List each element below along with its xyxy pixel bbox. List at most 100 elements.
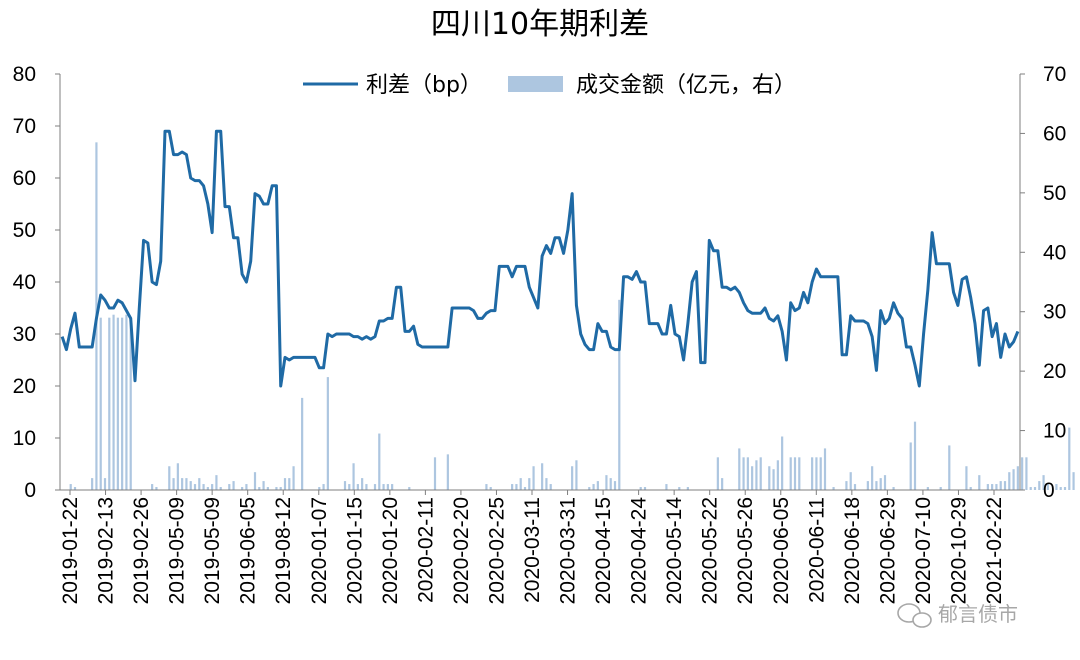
volume-bar [1038, 481, 1041, 490]
volume-bar [793, 457, 797, 490]
volume-bar [215, 475, 218, 490]
volume-bar [978, 475, 981, 490]
volume-bar [322, 484, 325, 490]
volume-bar [515, 484, 518, 490]
legend: 利差（bp） 成交金额（亿元，右） [303, 73, 796, 98]
volume-bar [206, 487, 209, 490]
volume-bar [618, 299, 621, 490]
volume-bar [378, 433, 381, 490]
volume-bar [266, 487, 269, 490]
volume-bar [686, 487, 689, 490]
x-tick-label: 2019-05-09 [201, 497, 224, 604]
y-right-tick-label: 0 [1043, 479, 1055, 502]
x-tick-label: 2020-02-25 [486, 497, 509, 604]
volume-bar [241, 487, 244, 490]
y-right-tick-label: 10 [1043, 420, 1066, 443]
x-tick-label: 2020-07-10 [912, 497, 935, 604]
volume-bar [776, 460, 779, 490]
volume-bar [892, 487, 895, 490]
volume-bar [1059, 487, 1062, 490]
x-tick-label: 2019-02-26 [130, 497, 153, 604]
volume-bar [575, 460, 578, 490]
x-tick-label: 2019-08-12 [272, 497, 295, 604]
volume-bar [609, 478, 612, 490]
x-tick-label: 2020-01-20 [379, 497, 402, 604]
volume-bar [588, 487, 591, 490]
x-tick-label: 2020-06-29 [876, 497, 899, 604]
spread-line [60, 129, 1020, 388]
volume-bar [318, 487, 321, 490]
volume-bar [245, 484, 248, 490]
volume-bar [1042, 475, 1045, 490]
volume-bar [228, 484, 231, 490]
volume-bar [489, 487, 492, 490]
y-right-tick-label: 20 [1043, 360, 1066, 383]
volume-bar [172, 478, 175, 490]
volume-bar [999, 481, 1002, 490]
volume-bar [742, 457, 745, 490]
y-right-tick-label: 70 [1043, 63, 1066, 86]
volume-bar [279, 487, 282, 490]
volume-bar [571, 466, 574, 490]
legend-line-label: 利差（bp） [366, 73, 482, 98]
volume-bar [189, 481, 192, 490]
x-tick-label: 2020-05-26 [734, 497, 757, 604]
y-left-tick-label: 20 [13, 375, 36, 398]
volume-bar [832, 487, 835, 490]
volume-bar [1025, 457, 1028, 490]
x-tick-label: 2020-04-24 [628, 497, 651, 605]
volume-bar [275, 487, 278, 490]
volume-bar [129, 317, 132, 490]
volume-bar [91, 478, 94, 490]
volume-bar [301, 397, 304, 490]
volume-bar [541, 463, 544, 490]
y-left-tick-label: 40 [13, 271, 36, 294]
volume-bar [125, 314, 128, 490]
legend-bar-swatch [508, 76, 563, 92]
volume-bar [751, 466, 754, 490]
volume-bar [343, 481, 347, 490]
volume-bar [253, 472, 257, 490]
volume-bar [99, 317, 102, 490]
x-tick-label: 2019-05-09 [166, 497, 189, 604]
volume-bar [511, 484, 514, 490]
volume-bar [995, 484, 998, 490]
volume-bar [768, 466, 771, 490]
spread-points [62, 131, 1018, 387]
volume-bar [592, 484, 595, 490]
x-tick-label: 2020-05-22 [699, 497, 722, 604]
volume-bar [1003, 481, 1007, 490]
volume-bar [845, 481, 848, 490]
volume-bar [665, 484, 668, 490]
volume-bar [532, 466, 535, 490]
volume-bar [326, 377, 329, 490]
volume-bar [185, 478, 188, 490]
legend-bar-label: 成交金额（亿元，右） [576, 73, 796, 98]
volume-bar [1012, 469, 1015, 490]
volume-bar [772, 469, 775, 490]
volume-bar [969, 487, 972, 490]
volume-bar [1046, 484, 1049, 490]
x-tick-label: 2020-01-15 [343, 497, 366, 604]
volume-bar [168, 466, 171, 490]
x-tick-label: 2020-05-14 [663, 497, 686, 605]
volume-bar [283, 478, 287, 490]
volume-bar [678, 487, 681, 490]
y-left-tick-label: 0 [24, 479, 36, 502]
volume-bar [866, 481, 869, 490]
volume-bar [755, 460, 758, 490]
volume-bar [746, 457, 749, 490]
y-right-tick-label: 30 [1043, 301, 1066, 324]
volume-bar [781, 436, 784, 490]
x-tick-label: 2020-03-31 [557, 497, 580, 604]
volume-bar [738, 448, 741, 490]
volume-bar [1068, 427, 1071, 490]
volume-bars [69, 142, 1075, 490]
y-left-tick-label: 30 [13, 323, 36, 346]
volume-bar [232, 481, 235, 490]
volume-bar [485, 484, 488, 490]
volume-bar [815, 457, 818, 490]
y-left-tick-label: 70 [13, 115, 36, 138]
volume-bar [875, 481, 878, 490]
